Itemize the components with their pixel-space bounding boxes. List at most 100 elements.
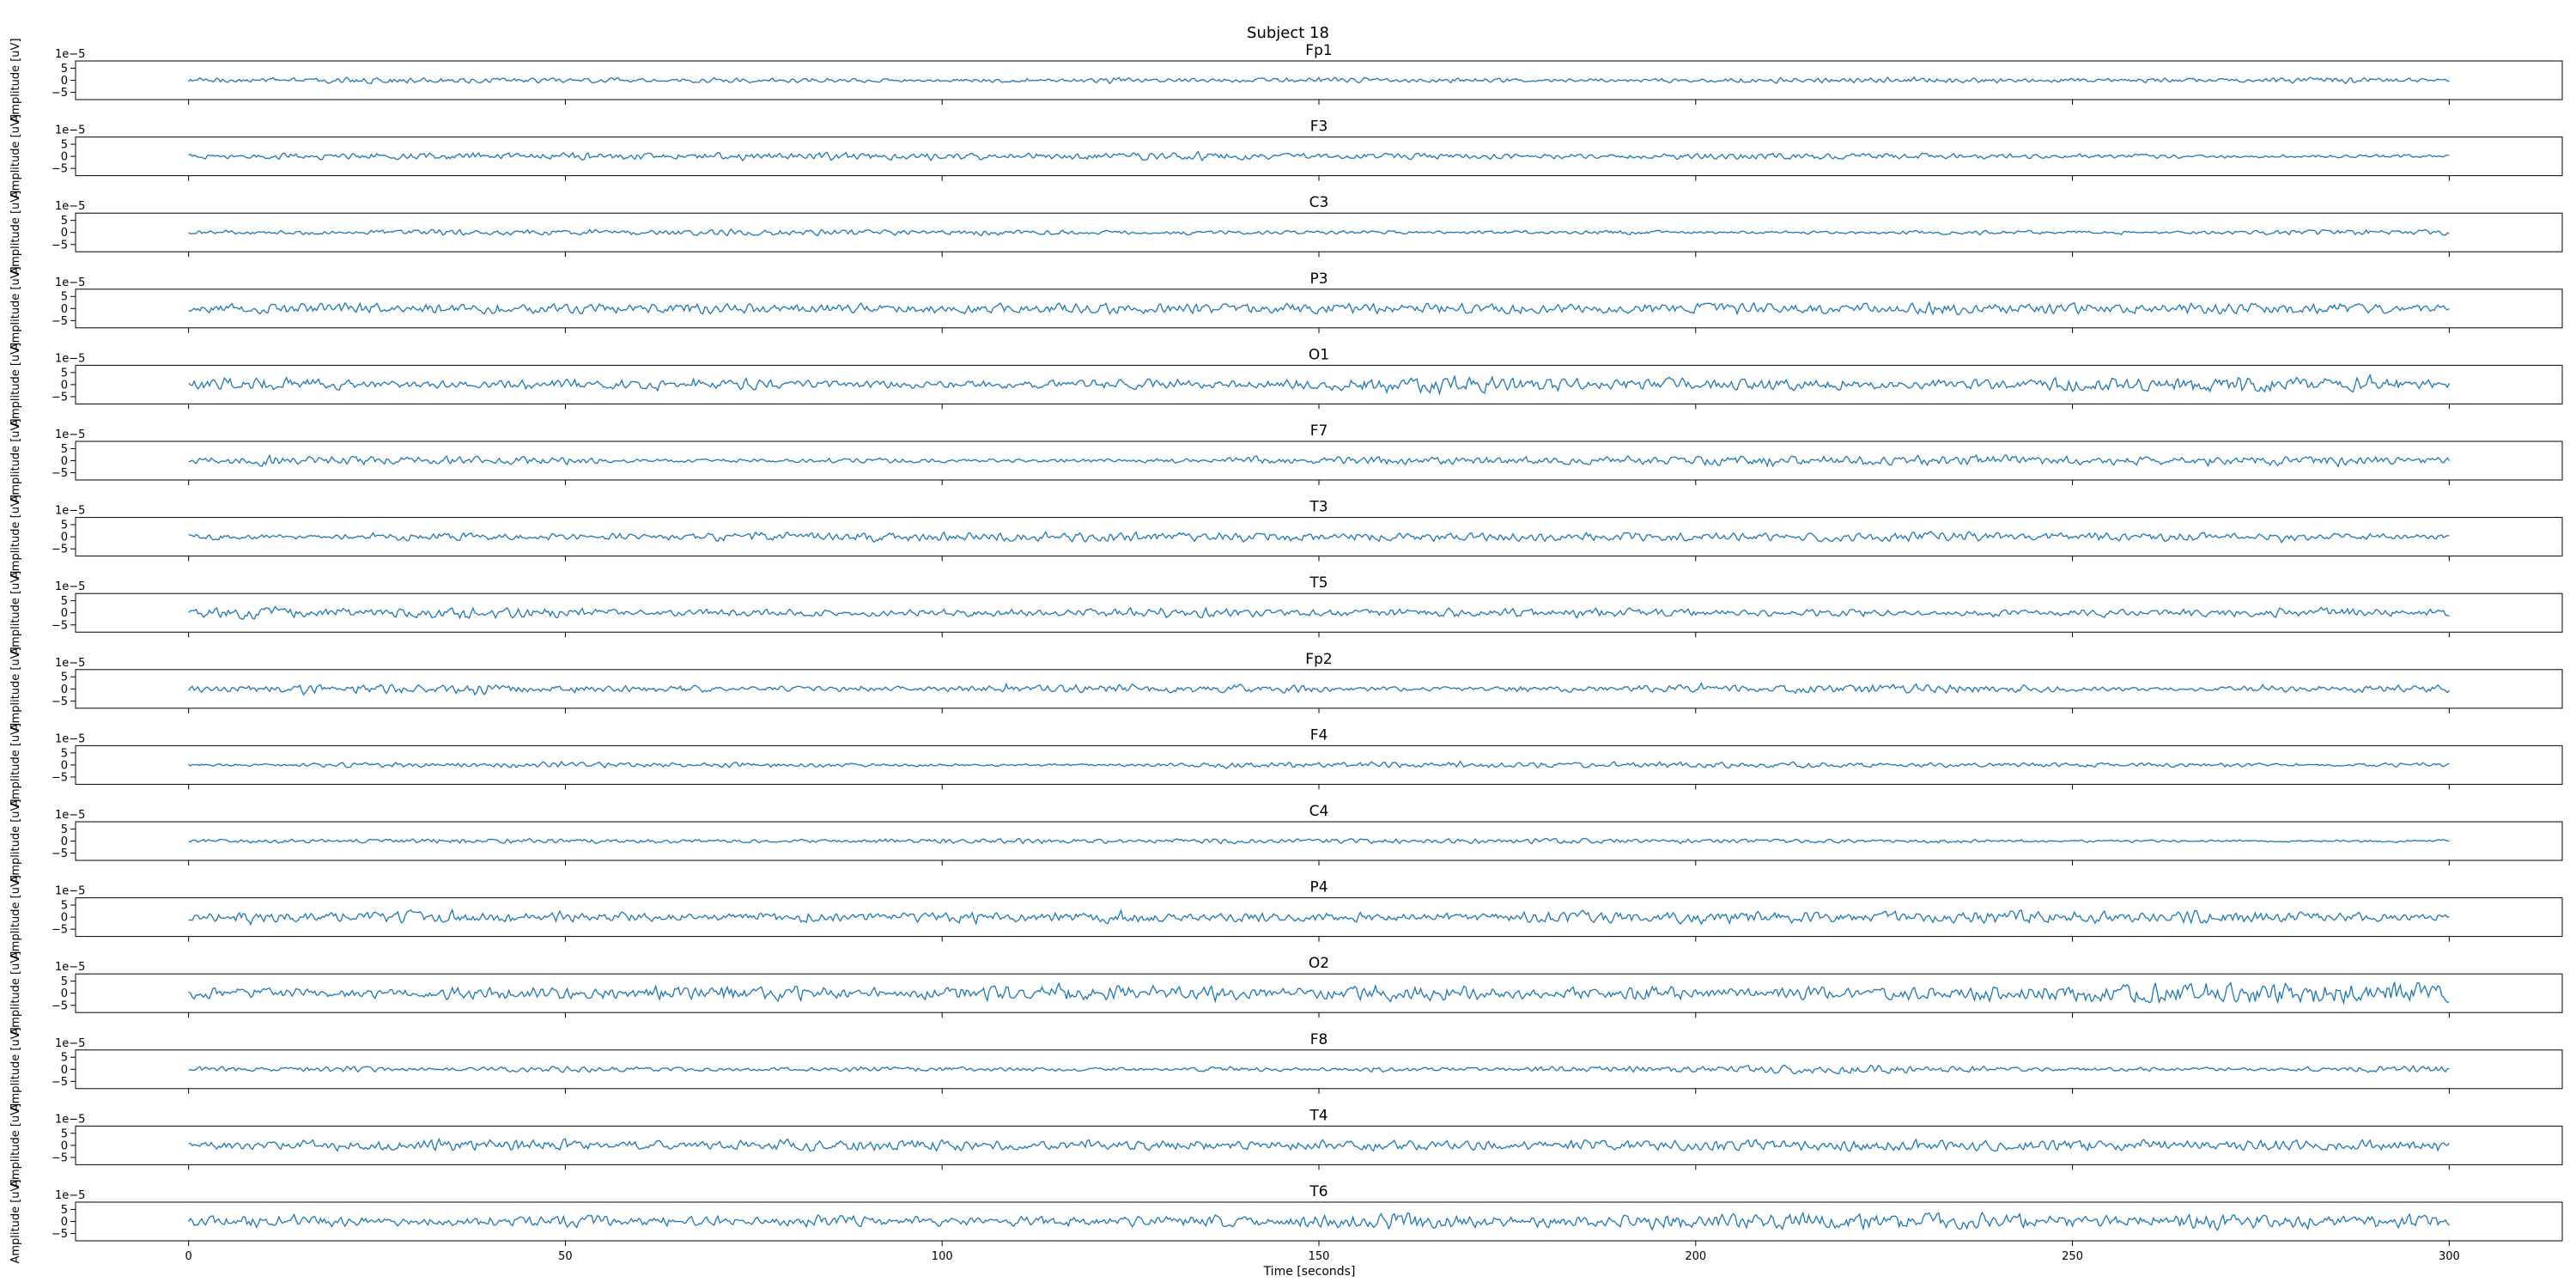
- channel-panel-o1: O1 1e−5 Amplitude [uV] −505: [9, 343, 2563, 427]
- y-offset-text: 1e−5: [55, 505, 85, 518]
- y-tick-label: −5: [52, 1076, 68, 1089]
- y-tick-label: −5: [52, 999, 68, 1012]
- channel-panel-t5: T5 1e−5 Amplitude [uV] −505: [9, 571, 2563, 655]
- axes-frame: [75, 60, 2563, 100]
- channel-panel-fp1: Fp1 1e−5 Amplitude [uV] −505: [9, 38, 2563, 123]
- axes-frame: [75, 212, 2563, 252]
- y-tick-label: 5: [61, 1127, 68, 1140]
- y-axis-label: Amplitude [uV]: [9, 191, 22, 275]
- y-tick-label: 5: [61, 443, 68, 456]
- axes-frame: [75, 517, 2563, 557]
- y-tick-label: −5: [52, 1228, 68, 1241]
- y-axis-label: Amplitude [uV]: [9, 1103, 22, 1188]
- y-offset-text: 1e−5: [55, 732, 85, 745]
- y-axis-label: Amplitude [uV]: [9, 875, 22, 959]
- axes-frame: [75, 744, 2563, 785]
- figure-title: Subject 18: [1247, 24, 1329, 42]
- y-tick-label: 5: [61, 367, 68, 380]
- y-axis-label: Amplitude [uV]: [9, 495, 22, 579]
- channel-title: T5: [1309, 574, 1327, 592]
- channel-panel-p3: P3 1e−5 Amplitude [uV] −505: [9, 266, 2563, 350]
- y-axis-label: Amplitude [uV]: [9, 799, 22, 883]
- x-tick-label: 100: [932, 1250, 953, 1263]
- y-axis-label: Amplitude [uV]: [9, 266, 22, 350]
- channel-panel-t3: T3 1e−5 Amplitude [uV] −505: [9, 495, 2563, 579]
- channel-panel-t4: T4 1e−5 Amplitude [uV] −505: [9, 1103, 2563, 1188]
- x-tick-label: 0: [185, 1250, 191, 1263]
- y-tick-label: 5: [61, 975, 68, 988]
- axes-frame: [75, 289, 2563, 329]
- channel-title: C3: [1309, 194, 1329, 211]
- y-tick-label: −5: [52, 163, 68, 176]
- signal-trace-f4: [188, 760, 2450, 769]
- y-tick-label: 5: [61, 139, 68, 152]
- y-offset-text: 1e−5: [55, 1113, 85, 1126]
- channel-title: P3: [1309, 270, 1327, 288]
- channel-panel-f3: F3 1e−5 Amplitude [uV] −505: [9, 114, 2563, 198]
- y-axis-label: Amplitude [uV]: [9, 114, 22, 198]
- y-tick-label: 0: [61, 1139, 68, 1152]
- y-tick-label: 5: [61, 671, 68, 684]
- y-tick-label: 0: [61, 912, 68, 925]
- y-tick-label: 5: [61, 823, 68, 836]
- y-offset-text: 1e−5: [55, 961, 85, 974]
- y-offset-text: 1e−5: [55, 200, 85, 213]
- channel-title: O2: [1309, 955, 1329, 972]
- channel-title: F8: [1310, 1031, 1328, 1048]
- y-tick-label: 5: [61, 519, 68, 532]
- channel-title: T6: [1309, 1183, 1327, 1200]
- x-tick-label: 50: [558, 1250, 573, 1263]
- signal-trace-t5: [188, 605, 2450, 620]
- channel-title: F3: [1310, 118, 1328, 136]
- y-axis-label: Amplitude [uV]: [9, 951, 22, 1036]
- y-axis-label: Amplitude [uV]: [9, 571, 22, 655]
- y-tick-label: −5: [52, 87, 68, 100]
- y-tick-label: −5: [52, 544, 68, 556]
- y-axis-label: Amplitude [uV]: [9, 418, 22, 502]
- y-tick-label: 0: [61, 455, 68, 468]
- signal-trace-c4: [188, 837, 2450, 845]
- channel-panel-f8: F8 1e−5 Amplitude [uV] −505: [9, 1027, 2563, 1111]
- channel-title: O1: [1309, 346, 1329, 363]
- axes-frame: [75, 897, 2563, 938]
- axes-frame: [75, 1125, 2563, 1165]
- y-tick-label: 5: [61, 63, 68, 76]
- signal-trace-o1: [188, 373, 2450, 396]
- y-axis-label: Amplitude [uV]: [9, 343, 22, 427]
- y-tick-label: −5: [52, 848, 68, 860]
- y-tick-label: 0: [61, 987, 68, 1000]
- channel-panel-c4: C4 1e−5 Amplitude [uV] −505: [9, 799, 2563, 884]
- y-axis-label: Amplitude [uV]: [9, 38, 22, 122]
- axes-frame: [75, 440, 2563, 481]
- y-axis-label: Amplitude [uV]: [9, 723, 22, 807]
- signal-trace-o2: [188, 981, 2450, 1005]
- axes-frame: [75, 137, 2563, 177]
- y-offset-text: 1e−5: [55, 1037, 85, 1050]
- y-axis-label: Amplitude [uV]: [9, 1179, 22, 1263]
- signal-trace-t6: [188, 1211, 2450, 1231]
- y-offset-text: 1e−5: [55, 885, 85, 898]
- x-tick-label: 200: [1685, 1250, 1706, 1263]
- x-axis-label: Time [seconds]: [1263, 1265, 1356, 1279]
- y-tick-label: 0: [61, 532, 68, 544]
- y-axis-label: Amplitude [uV]: [9, 647, 22, 731]
- channel-panel-p4: P4 1e−5 Amplitude [uV] −505: [9, 875, 2563, 959]
- y-tick-label: −5: [52, 771, 68, 784]
- y-tick-label: −5: [52, 924, 68, 937]
- y-tick-label: 0: [61, 683, 68, 696]
- y-tick-label: 0: [61, 607, 68, 620]
- y-tick-label: 0: [61, 303, 68, 316]
- channel-title: F4: [1310, 726, 1328, 744]
- signal-trace-c3: [188, 228, 2450, 237]
- y-tick-label: 0: [61, 759, 68, 772]
- x-tick-label: 250: [2062, 1250, 2083, 1263]
- y-offset-text: 1e−5: [55, 580, 85, 593]
- y-tick-label: 5: [61, 1204, 68, 1217]
- channel-panel-f7: F7 1e−5 Amplitude [uV] −505: [9, 418, 2563, 503]
- y-tick-label: −5: [52, 619, 68, 632]
- channel-title: Fp2: [1305, 651, 1332, 668]
- y-tick-label: −5: [52, 315, 68, 328]
- channel-title: P4: [1309, 879, 1327, 896]
- signal-trace-f7: [188, 453, 2450, 468]
